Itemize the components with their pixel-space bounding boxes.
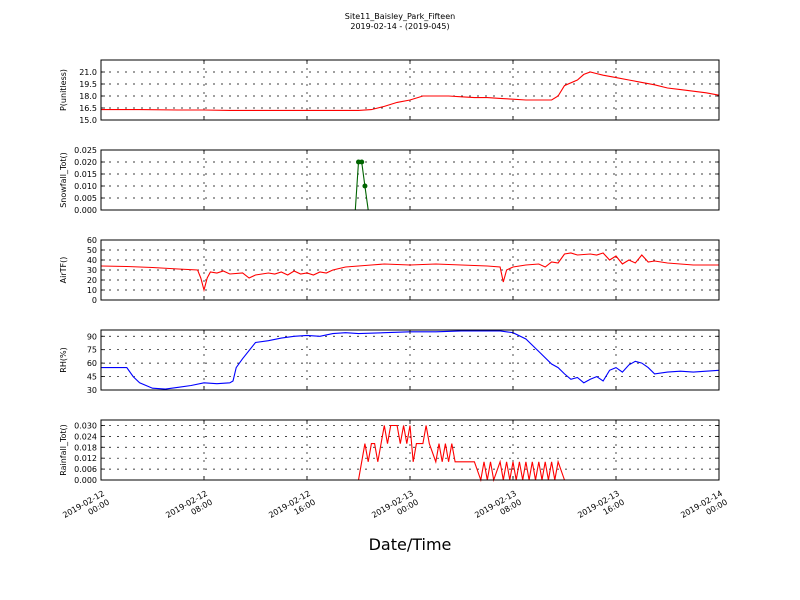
y-tick-label: 0: [92, 296, 97, 305]
y-tick-label: 20: [87, 276, 97, 285]
y-tick-label: 16.5: [79, 104, 97, 113]
data-point: [362, 183, 368, 189]
x-axis-label: Date/Time: [369, 535, 452, 554]
y-tick-label: 0.000: [74, 206, 97, 215]
y-tick-label: 30: [87, 386, 97, 395]
y-tick-label: 0.012: [74, 454, 97, 463]
y-axis-label: RH(%): [59, 347, 68, 372]
series-line: [101, 330, 720, 390]
y-tick-label: 0.030: [74, 421, 97, 430]
y-tick-label: 60: [87, 359, 97, 368]
panel-5: 0.000 0.006 0.012 0.018 0.024 0.030 Rainfall_T…: [59, 419, 720, 485]
y-tick-label: 30: [87, 266, 97, 275]
y-tick-label: 0.015: [74, 170, 97, 179]
y-axis-label: AirTF(): [59, 257, 68, 284]
y-axis-label: Snowfall_Tot(): [59, 152, 68, 208]
series-line: [101, 161, 719, 211]
y-tick-label: 15.0: [79, 116, 97, 125]
data-point: [359, 159, 365, 165]
series-line: [100, 252, 719, 293]
y-tick-label: 0.006: [74, 465, 97, 474]
y-tick-label: 21.0: [79, 68, 97, 77]
y-tick-label: 60: [87, 236, 97, 245]
y-tick-label: 0.025: [74, 146, 97, 155]
y-tick-label: 0.005: [74, 194, 97, 203]
y-tick-label: 0.010: [74, 182, 97, 191]
y-tick-label: 19.5: [79, 80, 97, 89]
y-tick-label: 0.018: [74, 443, 97, 452]
y-tick-label: 0.000: [74, 476, 97, 485]
y-axis-label: Rainfall_Tot(): [59, 424, 68, 476]
y-tick-label: 18.0: [79, 92, 97, 101]
chart-title-line1: Site11_Baisley_Park_Fifteen: [345, 12, 455, 21]
panels: 15.016.518.019.521.0P(unitless)0.0000.00…: [59, 59, 720, 485]
y-tick-label: 10: [87, 286, 97, 295]
y-tick-label: 50: [87, 246, 97, 255]
panel-4: 30 45 60 75 90 RH(%): [59, 329, 720, 395]
chart-title-line2: 2019-02-14 - (2019-045): [350, 22, 449, 31]
y-tick-label: 0.024: [74, 432, 97, 441]
panel-1: 15.0 16.5 18.0 19.5 21.0 P(unitless): [59, 59, 720, 125]
y-tick-label: 40: [87, 256, 97, 265]
y-axis-label: P(unitless): [59, 69, 68, 111]
series-line: [101, 71, 720, 111]
y-tick-label: 45: [87, 373, 97, 382]
y-tick-label: 0.020: [74, 158, 97, 167]
panel-2: 0.000 0.005 0.010 0.015 0.020 0.025 Snowfall_T…: [59, 146, 720, 215]
y-tick-label: 90: [87, 332, 97, 341]
y-tick-label: 75: [87, 346, 97, 355]
